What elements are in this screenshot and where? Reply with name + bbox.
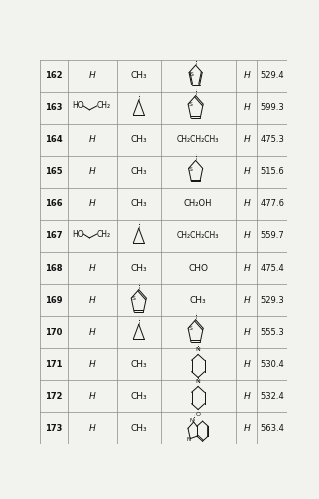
Text: S: S (189, 71, 193, 77)
Text: H: H (88, 360, 95, 369)
Text: H: H (244, 327, 250, 336)
Text: 529.4: 529.4 (260, 71, 284, 80)
Text: N: N (189, 418, 194, 423)
Text: H: H (88, 200, 95, 209)
Text: H: H (88, 71, 95, 80)
Text: 162: 162 (45, 71, 63, 80)
Text: 172: 172 (45, 392, 63, 401)
Text: CH₃: CH₃ (130, 263, 147, 272)
Text: CH₃: CH₃ (130, 424, 147, 433)
Text: CH₃: CH₃ (130, 360, 147, 369)
Text: S: S (189, 326, 192, 331)
Text: H: H (88, 135, 95, 144)
Text: 515.6: 515.6 (260, 168, 284, 177)
Text: H: H (244, 200, 250, 209)
Text: CH₂CH₂CH₃: CH₂CH₂CH₃ (177, 232, 219, 241)
Text: S: S (189, 167, 193, 172)
Text: H: H (244, 263, 250, 272)
Text: HO: HO (72, 230, 84, 239)
Text: H: H (88, 327, 95, 336)
Text: 530.4: 530.4 (260, 360, 284, 369)
Text: H: H (88, 424, 95, 433)
Text: S: S (189, 102, 192, 107)
Text: 477.6: 477.6 (260, 200, 284, 209)
Text: 167: 167 (45, 232, 63, 241)
Text: H: H (244, 71, 250, 80)
Text: 173: 173 (45, 424, 63, 433)
Text: 475.4: 475.4 (260, 263, 284, 272)
Text: 475.3: 475.3 (260, 135, 284, 144)
Text: H: H (244, 135, 250, 144)
Text: CH₂: CH₂ (97, 230, 111, 239)
Text: 559.7: 559.7 (260, 232, 284, 241)
Text: 163: 163 (45, 103, 63, 112)
Text: HO: HO (72, 101, 84, 110)
Text: CH₃: CH₃ (130, 168, 147, 177)
Text: 563.4: 563.4 (260, 424, 284, 433)
Text: H: H (244, 103, 250, 112)
Text: H: H (244, 360, 250, 369)
Text: N: N (196, 379, 200, 384)
Text: 168: 168 (45, 263, 63, 272)
Text: N: N (196, 347, 200, 352)
Text: 169: 169 (45, 295, 63, 304)
Text: CH₃: CH₃ (130, 392, 147, 401)
Text: 164: 164 (45, 135, 63, 144)
Text: H: H (244, 392, 250, 401)
Text: 171: 171 (45, 360, 63, 369)
Text: 529.3: 529.3 (260, 295, 284, 304)
Text: CH₃: CH₃ (190, 295, 206, 304)
Text: H: H (88, 392, 95, 401)
Text: 555.3: 555.3 (260, 327, 284, 336)
Text: CH₃: CH₃ (130, 200, 147, 209)
Text: 599.3: 599.3 (260, 103, 284, 112)
Text: CH₂: CH₂ (97, 101, 111, 110)
Text: CH₃: CH₃ (130, 135, 147, 144)
Text: H: H (244, 232, 250, 241)
Text: CH₃: CH₃ (130, 71, 147, 80)
Text: CHO: CHO (188, 263, 208, 272)
Text: S: S (131, 295, 135, 300)
Text: H: H (244, 295, 250, 304)
Text: H: H (88, 263, 95, 272)
Text: 166: 166 (45, 200, 63, 209)
Text: 165: 165 (45, 168, 63, 177)
Text: H: H (88, 295, 95, 304)
Text: 170: 170 (45, 327, 63, 336)
Text: CH₂CH₂CH₃: CH₂CH₂CH₃ (177, 135, 219, 144)
Text: H: H (244, 424, 250, 433)
Text: O: O (196, 412, 201, 417)
Text: H: H (88, 168, 95, 177)
Text: 532.4: 532.4 (260, 392, 284, 401)
Text: H: H (244, 168, 250, 177)
Text: CH₂OH: CH₂OH (184, 200, 212, 209)
Text: N: N (187, 437, 191, 442)
